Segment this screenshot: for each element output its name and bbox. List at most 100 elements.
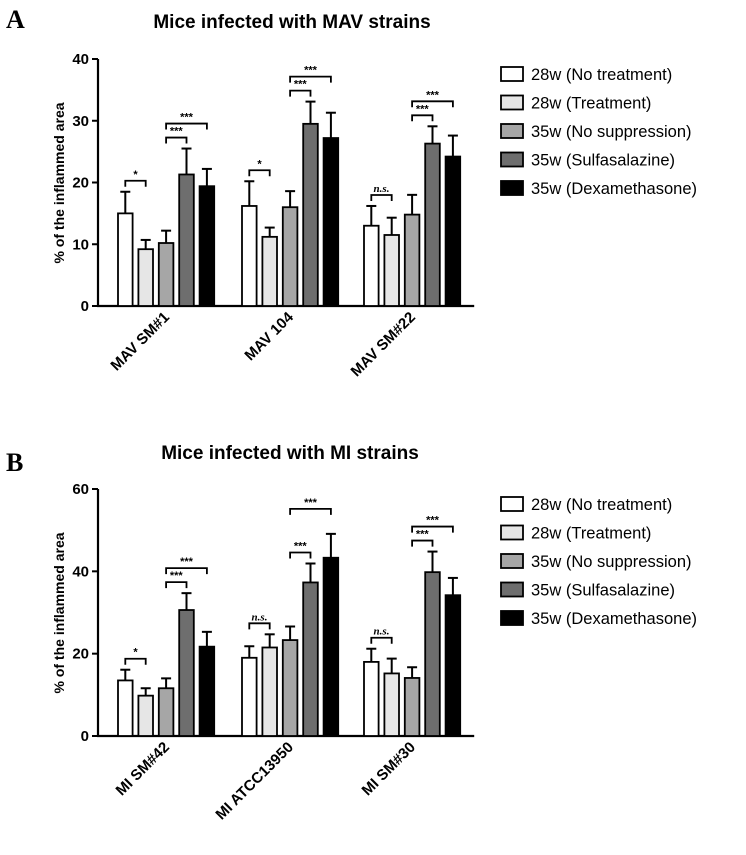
significance-bracket: [124, 179, 147, 187]
significance-label: *: [133, 169, 138, 181]
significance-label: *: [257, 158, 262, 170]
legend-item: 35w (No suppression): [500, 553, 692, 571]
legend-item: 35w (Dexamethasone): [500, 180, 697, 198]
significance-bracket: [289, 551, 312, 559]
legend-label: 35w (Sulfasalazine): [531, 152, 675, 170]
bar: [157, 687, 175, 737]
category-label: MI ATCC13950: [212, 739, 297, 824]
panel-b-y-axis-label: % of the inflammed area: [51, 532, 67, 693]
bar: [444, 155, 462, 307]
legend-swatch: [500, 581, 524, 598]
bar: [198, 185, 216, 307]
panel-b-legend: 28w (No treatment) 28w (Treatment) 35w (No…: [500, 496, 697, 628]
significance-label: ***: [170, 126, 184, 138]
bar: [403, 677, 421, 737]
significance-bracket: [289, 89, 312, 97]
y-tick-label: 30: [72, 113, 89, 130]
bar: [117, 212, 134, 307]
significance-bracket: [248, 622, 271, 630]
significance-label: ***: [180, 556, 194, 568]
significance-label: ***: [416, 103, 430, 115]
significance-bracket: [289, 507, 332, 515]
significance-bracket: [165, 581, 188, 589]
panel-a: A Mice infected with MAV strains % of th…: [6, 5, 697, 380]
bar: [178, 609, 195, 737]
significance-label: *: [133, 647, 138, 659]
significance-bracket: [124, 657, 147, 665]
significance-label: ***: [170, 570, 184, 582]
y-tick-label: 0: [81, 298, 89, 315]
panel-a-legend: 28w (No treatment) 28w (Treatment) 35w (No…: [500, 66, 697, 198]
bar: [424, 142, 441, 307]
significance-label: ***: [426, 515, 440, 527]
panel-b-title: Mice infected with MI strains: [161, 443, 419, 464]
significance-bracket: [411, 100, 454, 108]
panel-a-y-axis-label: % of the inflammed area: [51, 102, 67, 263]
significance-label: ***: [304, 65, 318, 77]
significance-label: ***: [416, 529, 430, 541]
panel-a-label: A: [6, 5, 25, 34]
y-tick-label: 20: [72, 646, 89, 663]
y-tick-label: 60: [72, 481, 89, 498]
legend-item: 35w (Sulfasalazine): [500, 152, 675, 170]
category-label: MI SM#30: [359, 739, 419, 799]
legend-item: 28w (No treatment): [500, 66, 672, 84]
panel-a-title: Mice infected with MAV strains: [153, 12, 430, 33]
bar: [178, 173, 195, 307]
bar: [444, 594, 462, 737]
legend-label: 35w (Dexamethasone): [531, 610, 697, 628]
bar: [424, 571, 441, 737]
significance-bracket: [165, 122, 208, 130]
bar: [261, 646, 278, 737]
bar: [117, 679, 134, 737]
significance-label: ***: [294, 79, 308, 91]
bar: [403, 213, 421, 307]
category-label: MAV 104: [241, 308, 297, 364]
legend-item: 28w (Treatment): [500, 94, 651, 113]
bar: [137, 248, 154, 307]
significance-label: ***: [304, 497, 318, 509]
legend-item: 35w (Sulfasalazine): [500, 581, 675, 600]
bar: [363, 661, 380, 737]
legend-label: 28w (No treatment): [531, 66, 672, 84]
legend-swatch: [500, 66, 524, 82]
legend-item: 35w (Dexamethasone): [500, 610, 697, 628]
bar: [241, 656, 258, 737]
legend-swatch: [500, 610, 524, 626]
bar: [281, 639, 299, 737]
y-tick-label: 40: [72, 51, 89, 68]
significance-bracket: [289, 75, 332, 83]
significance-label: ***: [180, 112, 194, 124]
significance-bracket: [411, 525, 454, 533]
legend-item: 28w (No treatment): [500, 496, 672, 514]
significance-label: ***: [426, 89, 440, 101]
legend-swatch: [500, 496, 524, 512]
panel-b-label: B: [6, 448, 23, 477]
legend-swatch: [500, 94, 524, 111]
panel-b: B Mice infected with MI strains % of the…: [6, 443, 697, 823]
bar: [302, 122, 319, 307]
significance-bracket: [165, 136, 188, 144]
bar: [302, 581, 319, 737]
bar: [198, 645, 216, 737]
category-label: MAV SM#22: [348, 309, 419, 380]
bar: [261, 235, 278, 307]
bar: [363, 224, 380, 307]
legend-item: 35w (No suppression): [500, 123, 692, 141]
significance-bracket: [370, 636, 393, 644]
legend-item: 28w (Treatment): [500, 525, 651, 543]
legend-label: 28w (No treatment): [531, 496, 672, 514]
significance-bracket: [411, 539, 434, 547]
significance-bracket: [411, 114, 434, 122]
category-label: MI SM#42: [113, 739, 173, 799]
bar: [383, 234, 400, 307]
legend-swatch: [500, 180, 524, 196]
significance-bracket: [165, 567, 208, 575]
significance-label: ***: [294, 541, 308, 553]
significance-label: n.s.: [252, 611, 268, 623]
y-tick-label: 40: [72, 563, 89, 580]
significance-label: n.s.: [374, 183, 390, 195]
